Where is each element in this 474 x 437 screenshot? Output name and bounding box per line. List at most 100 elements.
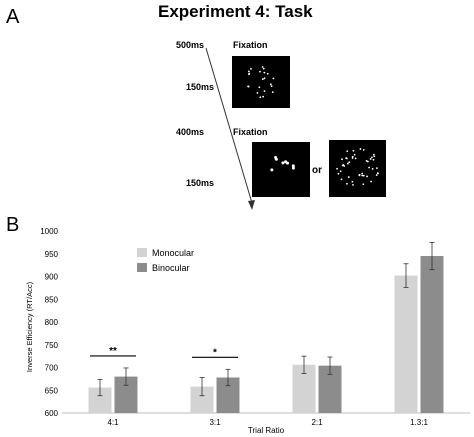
stimulus-dot [352,149,355,152]
y-tick-label: 900 [45,273,59,282]
y-tick-label: 800 [45,318,59,327]
y-axis-label: Inverse Efficiency (RT/Acc) [25,281,34,372]
stimulus-dot [361,174,364,177]
stimulus-dot [266,72,269,75]
stimulus-dot [281,161,285,165]
stimulus-dot [370,180,372,183]
stimulus-dot [286,161,290,165]
stimulus-dot [362,174,365,177]
stimulus-dot [373,155,376,158]
dots-stimulus-2 [270,155,295,172]
stimulus-dot [270,168,274,172]
panel-a-letter: A [6,6,20,28]
legend-label-monocular: Monocular [152,248,194,258]
stimulus-dot [369,158,372,160]
stimulus-panel-3 [329,140,386,197]
error-bar [199,377,205,397]
stimulus-dot [351,157,354,159]
stimulus-dot [339,170,342,173]
bar-monocular [292,364,316,413]
error-bar [97,378,103,397]
stimulus-dot [291,164,295,168]
stimulus-dot [263,77,266,80]
error-bar [403,263,409,288]
stimulus-dot [375,174,378,177]
stimulus-dot [359,148,362,150]
stimulus-dot [259,70,261,73]
y-tick-label: 1000 [40,227,58,236]
error-bar [327,356,333,375]
significance-label: ** [109,346,117,357]
stimulus-dot [366,175,368,178]
stimulus-dot [262,67,265,70]
legend-swatch-binocular [137,263,147,272]
bar-monocular [88,387,112,413]
stimulus-dot [336,167,338,170]
y-tick-label: 950 [45,250,59,259]
x-tick-label: 3:1 [209,418,221,427]
stimulus-dot [291,166,295,170]
bar-binocular [114,376,138,413]
stimulus-dot [352,183,354,186]
stimulus-dot [340,178,343,181]
timeline-duration-1: 500ms [176,40,205,50]
timeline-duration-2: 150ms [186,82,215,92]
stimulus-dot [263,71,266,74]
dots-stimulus-3 [336,148,379,186]
stimulus-dot [346,182,348,185]
stimulus-dot [365,160,368,162]
stimulus-dot [346,150,349,152]
stimulus-dot [272,77,275,80]
bar-binocular [318,365,342,413]
stimulus-dot [371,168,374,170]
x-axis-label: Trial Ratio [248,426,285,435]
stimulus-dot [346,162,349,165]
stimulus-dot [371,156,373,159]
legend-label-binocular: Binocular [152,263,190,273]
stimulus-dot [269,83,272,86]
stimulus-dot [361,172,364,175]
legend-swatch-monocular [137,248,147,257]
stimulus-dot [274,155,278,159]
stimulus-dot [362,183,365,186]
stimulus-dot [362,148,365,151]
stimulus-dot [258,86,261,89]
stimulus-dot [368,166,371,169]
timeline-label-1: Fixation [233,40,268,50]
timeline-duration-3: 400ms [176,127,205,137]
bar-monocular [394,275,418,413]
stimulus-dot [347,176,350,178]
stimulus-dot [271,91,274,94]
or-label: or [312,165,322,176]
stimulus-dot [263,90,266,93]
y-tick-label: 700 [45,364,59,373]
stimulus-dot [366,160,369,163]
timeline-duration-4: 150ms [186,178,215,188]
stimulus-dot [358,173,361,176]
stimulus-dot [261,66,264,68]
x-tick-label: 1.3:1 [410,418,428,427]
stimulus-panel-2 [252,142,310,197]
panel-b-letter: B [6,214,20,236]
stimulus-dot [262,95,265,98]
y-tick-label: 850 [45,295,59,304]
bar-binocular [420,256,444,413]
stimulus-dot [354,157,357,160]
stimulus-dot [341,164,344,167]
stimulus-dot [353,153,356,156]
y-tick-label: 650 [45,386,59,395]
bar-binocular [216,377,240,413]
stimulus-dot [351,180,354,183]
stimulus-dot [259,96,262,99]
stimulus-dot [372,158,375,161]
error-bar [225,368,231,387]
stimulus-dot [270,85,273,88]
x-tick-label: 2:1 [311,418,323,427]
y-tick-label: 750 [45,341,59,350]
stimulus-dot [337,172,340,175]
experiment-title: Experiment 4: Task [158,2,313,21]
stimulus-dot [377,172,379,175]
significance-label: * [213,347,217,358]
bar-monocular [190,386,214,413]
